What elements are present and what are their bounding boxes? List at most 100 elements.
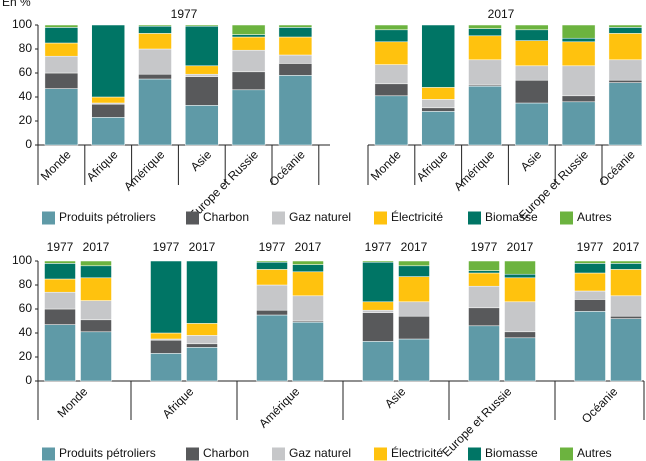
y-tick-label: 40	[19, 325, 33, 339]
y-tick-label: 40	[19, 89, 33, 103]
x-tick-label: Océanie	[596, 147, 638, 189]
bar-segment	[44, 42, 79, 57]
x-tick-label: Monde	[368, 147, 404, 183]
bar-year-label: 1977	[259, 240, 286, 254]
bar-segment	[185, 24, 219, 27]
bar-segment	[468, 285, 500, 309]
bar-segment	[44, 278, 76, 293]
bar-segment	[278, 75, 313, 146]
bar-segment	[138, 73, 172, 80]
bar-segment	[80, 260, 112, 267]
bar-segment	[44, 55, 79, 74]
bar-year-label: 2017	[83, 240, 110, 254]
bar-segment	[574, 299, 606, 312]
x-tick-label: Monde	[38, 147, 74, 183]
legend-label: Charbon	[203, 210, 249, 224]
bar-year-label: 1977	[471, 240, 498, 254]
bar-segment	[398, 276, 430, 303]
bar-segment	[515, 79, 549, 104]
bar-segment	[468, 35, 502, 61]
bar-segment	[362, 260, 394, 263]
bar-segment	[610, 295, 642, 317]
bar-segment	[561, 95, 596, 103]
bar-segment	[150, 332, 182, 340]
bar-segment	[608, 27, 643, 34]
y-tick-label: 20	[19, 349, 33, 363]
bar-segment	[504, 331, 536, 339]
bar-segment	[561, 41, 596, 67]
bar-segment	[186, 323, 218, 336]
legend-label: Produits pétroliers	[59, 446, 156, 460]
bar-segment	[292, 321, 324, 382]
bar-segment	[374, 95, 409, 146]
x-tick-label: Océanie	[579, 384, 621, 426]
bar-segment	[44, 324, 76, 382]
bar-year-label: 2017	[507, 240, 534, 254]
legend-label: Biomasse	[485, 446, 538, 460]
bar-year-label: 2017	[295, 240, 322, 254]
bar-segment	[561, 65, 596, 97]
legend-label: Autres	[577, 446, 612, 460]
bar-segment	[421, 99, 455, 109]
bar-segment	[515, 65, 549, 81]
bar-segment	[292, 264, 324, 273]
bar-segment	[608, 82, 643, 146]
legend-label: Charbon	[203, 446, 249, 460]
bar-year-label: 2017	[613, 240, 640, 254]
bar-segment	[256, 261, 288, 270]
bar-segment	[185, 76, 219, 106]
bar-segment	[231, 71, 266, 91]
legend-swatch	[560, 211, 573, 225]
bar-segment	[468, 28, 502, 37]
bar-segment	[186, 335, 218, 345]
legend-swatch	[42, 447, 55, 461]
bar-segment	[138, 33, 172, 50]
legend-swatch	[468, 211, 481, 225]
bar-segment	[150, 353, 182, 382]
bar-segment	[374, 24, 409, 31]
bar-segment	[515, 40, 549, 67]
bar-segment	[231, 24, 266, 35]
bar-segment	[574, 290, 606, 300]
bar-segment	[362, 341, 394, 382]
legend-swatch	[374, 211, 387, 225]
bar-segment	[231, 34, 266, 38]
bar-segment	[504, 301, 536, 333]
x-tick-label: Asie	[518, 147, 545, 174]
bar-segment	[256, 260, 288, 263]
bar-segment	[278, 36, 313, 56]
bar-segment	[80, 277, 112, 301]
bar-segment	[468, 24, 502, 29]
bar-segment	[374, 29, 409, 43]
bar-segment	[421, 87, 455, 100]
bar-segment	[185, 25, 219, 67]
bar-segment	[574, 263, 606, 274]
bar-segment	[561, 101, 596, 146]
bar-segment	[256, 314, 288, 382]
legend-label: Gaz naturel	[289, 210, 351, 224]
bar-segment	[374, 83, 409, 97]
bar-segment	[421, 111, 455, 146]
bar-segment	[91, 117, 125, 146]
panel-title: 1977	[171, 7, 198, 21]
bar-year-label: 1977	[577, 240, 604, 254]
bar-segment	[362, 261, 394, 303]
x-tick-label: Afrique	[160, 384, 197, 421]
bar-year-label: 1977	[47, 240, 74, 254]
bar-segment	[80, 319, 112, 333]
bar-segment	[278, 54, 313, 64]
bar-year-label: 1977	[365, 240, 392, 254]
bar-segment	[468, 307, 500, 327]
bar-segment	[278, 24, 313, 28]
bar-segment	[504, 277, 536, 303]
bar-segment	[610, 315, 642, 319]
bar-segment	[44, 263, 76, 280]
bar-segment	[278, 63, 313, 76]
bar-segment	[44, 291, 76, 310]
bar-segment	[91, 96, 125, 104]
x-tick-label: Amérique	[256, 384, 302, 430]
x-tick-label: Afrique	[414, 147, 451, 184]
bar-segment	[362, 301, 394, 311]
bar-segment	[515, 102, 549, 146]
bar-segment	[468, 270, 500, 274]
